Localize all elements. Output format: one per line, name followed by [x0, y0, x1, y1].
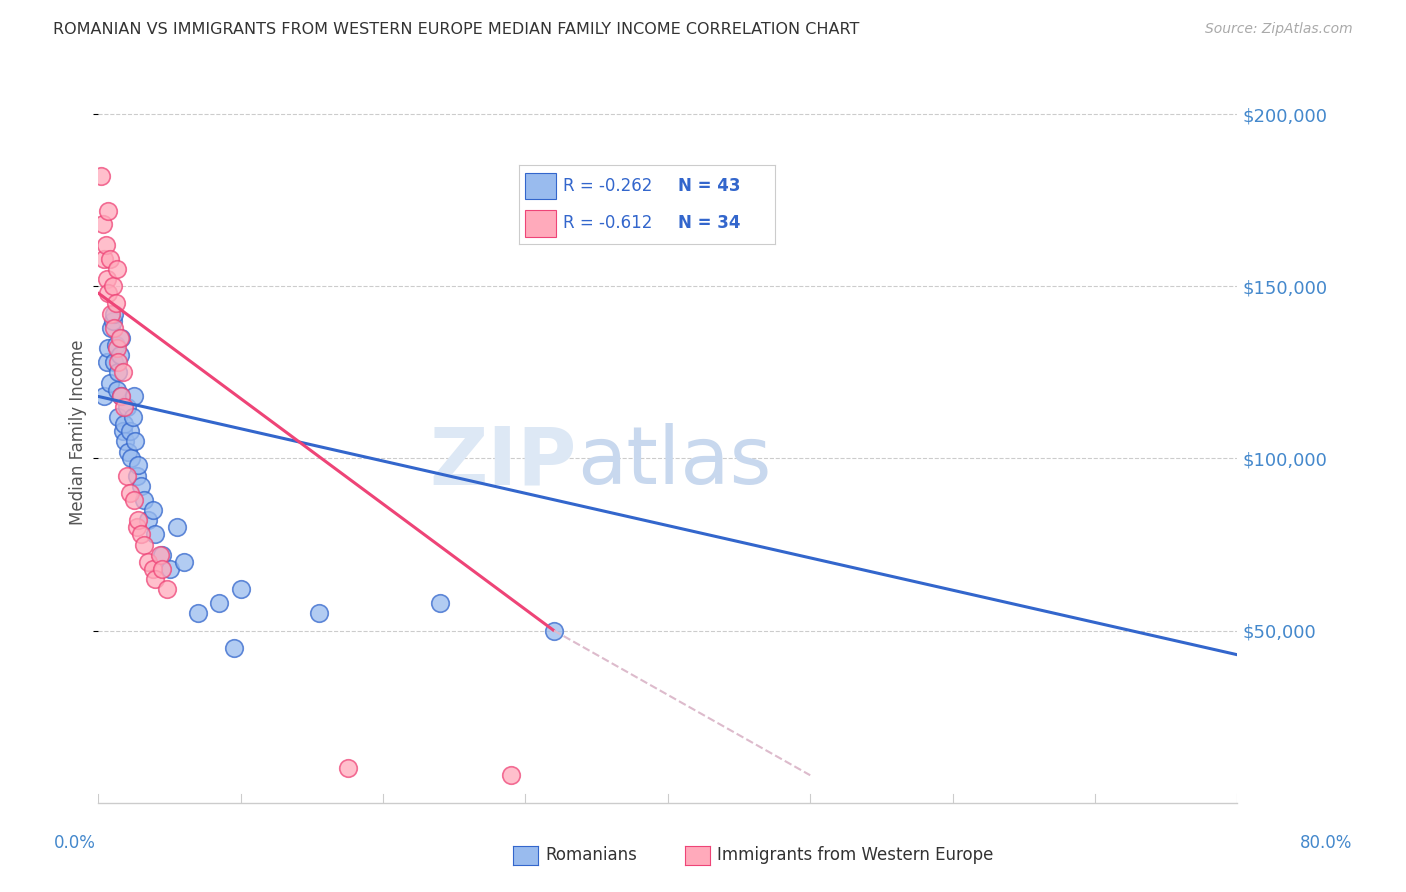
Point [90, 169, 112, 183]
Point [108, 348, 131, 362]
Point [105, 383, 128, 397]
Point [118, 486, 141, 500]
Point [110, 389, 132, 403]
Point [96, 272, 118, 286]
Y-axis label: Median Family Income: Median Family Income [69, 340, 87, 525]
Point [101, 279, 124, 293]
Point [121, 410, 143, 425]
Point [110, 389, 132, 403]
Text: ROMANIAN VS IMMIGRANTS FROM WESTERN EUROPE MEDIAN FAMILY INCOME CORRELATION CHAR: ROMANIAN VS IMMIGRANTS FROM WESTERN EURO… [53, 22, 860, 37]
Point [145, 527, 167, 541]
Point [336, 761, 359, 775]
Point [187, 607, 209, 621]
Point [152, 548, 174, 562]
Point [308, 607, 330, 621]
Text: atlas: atlas [576, 423, 770, 501]
Point [125, 520, 148, 534]
Point [229, 582, 252, 597]
Point [129, 527, 152, 541]
Point [112, 400, 135, 414]
Text: 0.0%: 0.0% [53, 834, 96, 852]
Text: ZIP: ZIP [429, 423, 576, 501]
Point [93, 389, 115, 403]
Point [145, 572, 167, 586]
Point [115, 468, 138, 483]
Text: R = -0.262: R = -0.262 [562, 177, 652, 195]
Point [103, 320, 125, 334]
Point [98, 252, 121, 266]
Point [136, 513, 159, 527]
Point [105, 341, 128, 355]
Point [173, 555, 195, 569]
Point [110, 331, 132, 345]
Point [100, 320, 122, 334]
Point [107, 365, 129, 379]
Point [132, 537, 155, 551]
Point [94, 238, 117, 252]
Point [141, 503, 163, 517]
Point [136, 555, 159, 569]
Point [107, 355, 129, 369]
Point [129, 479, 152, 493]
Text: Immigrants from Western Europe: Immigrants from Western Europe [717, 847, 994, 864]
Bar [526, 172, 557, 200]
Point [222, 640, 245, 655]
Point [111, 424, 134, 438]
Point [543, 624, 565, 638]
Point [103, 355, 125, 369]
Point [101, 314, 124, 328]
Point [114, 434, 136, 449]
Point [159, 561, 181, 575]
Point [132, 492, 155, 507]
Point [166, 520, 188, 534]
Point [115, 400, 138, 414]
Point [111, 365, 134, 379]
Point [122, 492, 145, 507]
Point [429, 596, 451, 610]
Point [208, 596, 231, 610]
Point [96, 355, 118, 369]
Point [152, 561, 174, 575]
Point [93, 252, 115, 266]
Point [107, 410, 129, 425]
Point [108, 331, 131, 345]
Point [141, 561, 163, 575]
Point [97, 286, 120, 301]
Bar [526, 210, 557, 236]
Text: Romanians: Romanians [546, 847, 637, 864]
Point [98, 376, 121, 390]
Text: N = 34: N = 34 [678, 214, 740, 232]
Point [105, 262, 128, 277]
Point [118, 424, 141, 438]
Text: R = -0.612: R = -0.612 [562, 214, 652, 232]
Point [124, 434, 146, 449]
Point [122, 389, 145, 403]
Point [97, 203, 120, 218]
Text: Source: ZipAtlas.com: Source: ZipAtlas.com [1205, 22, 1353, 37]
Point [112, 417, 135, 431]
Point [104, 338, 127, 352]
Point [97, 341, 120, 355]
Point [120, 451, 142, 466]
Text: N = 43: N = 43 [678, 177, 740, 195]
Point [91, 217, 114, 231]
Point [100, 307, 122, 321]
Point [127, 458, 149, 473]
Point [104, 296, 127, 310]
Point [149, 548, 172, 562]
Text: 80.0%: 80.0% [1301, 834, 1353, 852]
Point [127, 513, 149, 527]
Point [117, 444, 139, 458]
Point [125, 468, 148, 483]
Point [103, 307, 125, 321]
Point [501, 768, 523, 782]
Point [156, 582, 179, 597]
